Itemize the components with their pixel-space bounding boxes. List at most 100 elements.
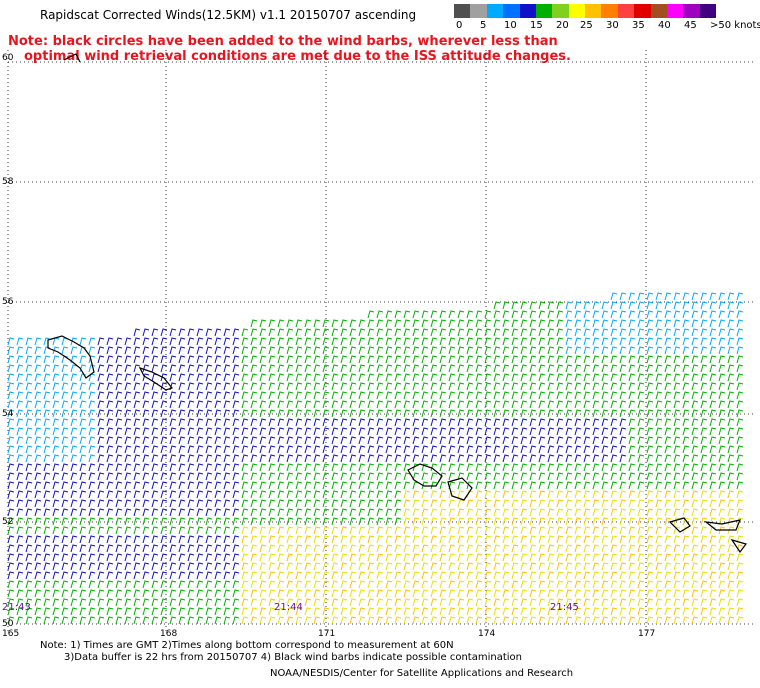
- wind-barb: [430, 355, 438, 364]
- wind-barb: [619, 562, 627, 571]
- wind-barb: [439, 454, 447, 463]
- wind-barb: [394, 346, 402, 355]
- wind-barb: [466, 589, 474, 598]
- wind-barb: [133, 508, 141, 517]
- wind-barb: [115, 598, 123, 607]
- wind-barb: [736, 571, 744, 580]
- wind-barb: [655, 445, 663, 454]
- wind-barb: [646, 571, 654, 580]
- wind-barb: [718, 382, 726, 391]
- wind-barb: [664, 490, 672, 499]
- wind-barb: [664, 589, 672, 598]
- wind-barb: [421, 535, 429, 544]
- wind-barb: [367, 598, 375, 607]
- scale-label-25: 25: [580, 20, 593, 31]
- wind-barb: [358, 616, 366, 625]
- wind-barb: [412, 571, 420, 580]
- wind-barb: [565, 337, 573, 346]
- wind-barb: [421, 436, 429, 445]
- wind-barb: [106, 418, 114, 427]
- wind-barb: [151, 391, 159, 400]
- wind-barb: [115, 535, 123, 544]
- wind-barb: [394, 535, 402, 544]
- wind-barb: [16, 508, 24, 517]
- wind-barb: [25, 490, 33, 499]
- wind-barb: [61, 517, 69, 526]
- wind-barb: [412, 373, 420, 382]
- wind-barb: [619, 481, 627, 490]
- wind-barb: [646, 418, 654, 427]
- wind-barb: [394, 517, 402, 526]
- wind-barb: [394, 607, 402, 616]
- wind-barb: [637, 544, 645, 553]
- wind-barb: [565, 580, 573, 589]
- wind-barb: [259, 463, 267, 472]
- wind-barb: [673, 355, 681, 364]
- wind-barb: [727, 508, 735, 517]
- wind-barb: [610, 571, 618, 580]
- wind-barb: [466, 337, 474, 346]
- wind-barb: [268, 346, 276, 355]
- wind-barb: [376, 310, 384, 319]
- wind-barb: [511, 364, 519, 373]
- wind-barb: [700, 436, 708, 445]
- wind-barb: [322, 580, 330, 589]
- wind-barb: [691, 508, 699, 517]
- wind-barb: [619, 589, 627, 598]
- wind-barb: [124, 454, 132, 463]
- wind-barb: [61, 391, 69, 400]
- wind-barb: [592, 427, 600, 436]
- wind-barb: [61, 409, 69, 418]
- wind-barb: [565, 436, 573, 445]
- wind-barb: [664, 598, 672, 607]
- wind-barb: [349, 400, 357, 409]
- wind-barb: [196, 373, 204, 382]
- wind-barb: [538, 373, 546, 382]
- wind-barb: [511, 391, 519, 400]
- wind-barb: [349, 607, 357, 616]
- wind-barb: [196, 382, 204, 391]
- wind-barb: [637, 364, 645, 373]
- wind-barb: [700, 616, 708, 625]
- wind-barb: [403, 400, 411, 409]
- wind-barb: [178, 607, 186, 616]
- wind-barb: [52, 346, 60, 355]
- wind-barb: [601, 355, 609, 364]
- wind-barb: [637, 553, 645, 562]
- wind-barb: [250, 535, 258, 544]
- wind-barb: [295, 526, 303, 535]
- wind-barb: [115, 499, 123, 508]
- wind-barb: [655, 571, 663, 580]
- wind-barb: [88, 472, 96, 481]
- wind-barb: [448, 517, 456, 526]
- wind-barb: [241, 454, 249, 463]
- wind-barb: [574, 301, 582, 310]
- wind-barb: [664, 373, 672, 382]
- wind-barb: [736, 499, 744, 508]
- wind-barb: [682, 490, 690, 499]
- wind-barb: [520, 364, 528, 373]
- wind-barb: [178, 373, 186, 382]
- wind-barb: [304, 319, 312, 328]
- wind-barb: [133, 436, 141, 445]
- wind-barb: [115, 607, 123, 616]
- wind-barb: [52, 409, 60, 418]
- coast-north: [63, 53, 81, 63]
- wind-barb: [601, 544, 609, 553]
- wind-barb: [214, 391, 222, 400]
- wind-barb: [664, 526, 672, 535]
- wind-barb: [241, 445, 249, 454]
- wind-barb: [439, 616, 447, 625]
- wind-barb: [718, 463, 726, 472]
- wind-barb: [241, 328, 249, 337]
- wind-barb: [70, 490, 78, 499]
- wind-barb: [151, 481, 159, 490]
- wind-barb: [367, 562, 375, 571]
- wind-barb: [691, 580, 699, 589]
- wind-barb: [313, 544, 321, 553]
- wind-barb: [700, 346, 708, 355]
- wind-barb: [556, 598, 564, 607]
- wind-barb: [331, 346, 339, 355]
- wind-barb: [268, 328, 276, 337]
- wind-barb: [223, 553, 231, 562]
